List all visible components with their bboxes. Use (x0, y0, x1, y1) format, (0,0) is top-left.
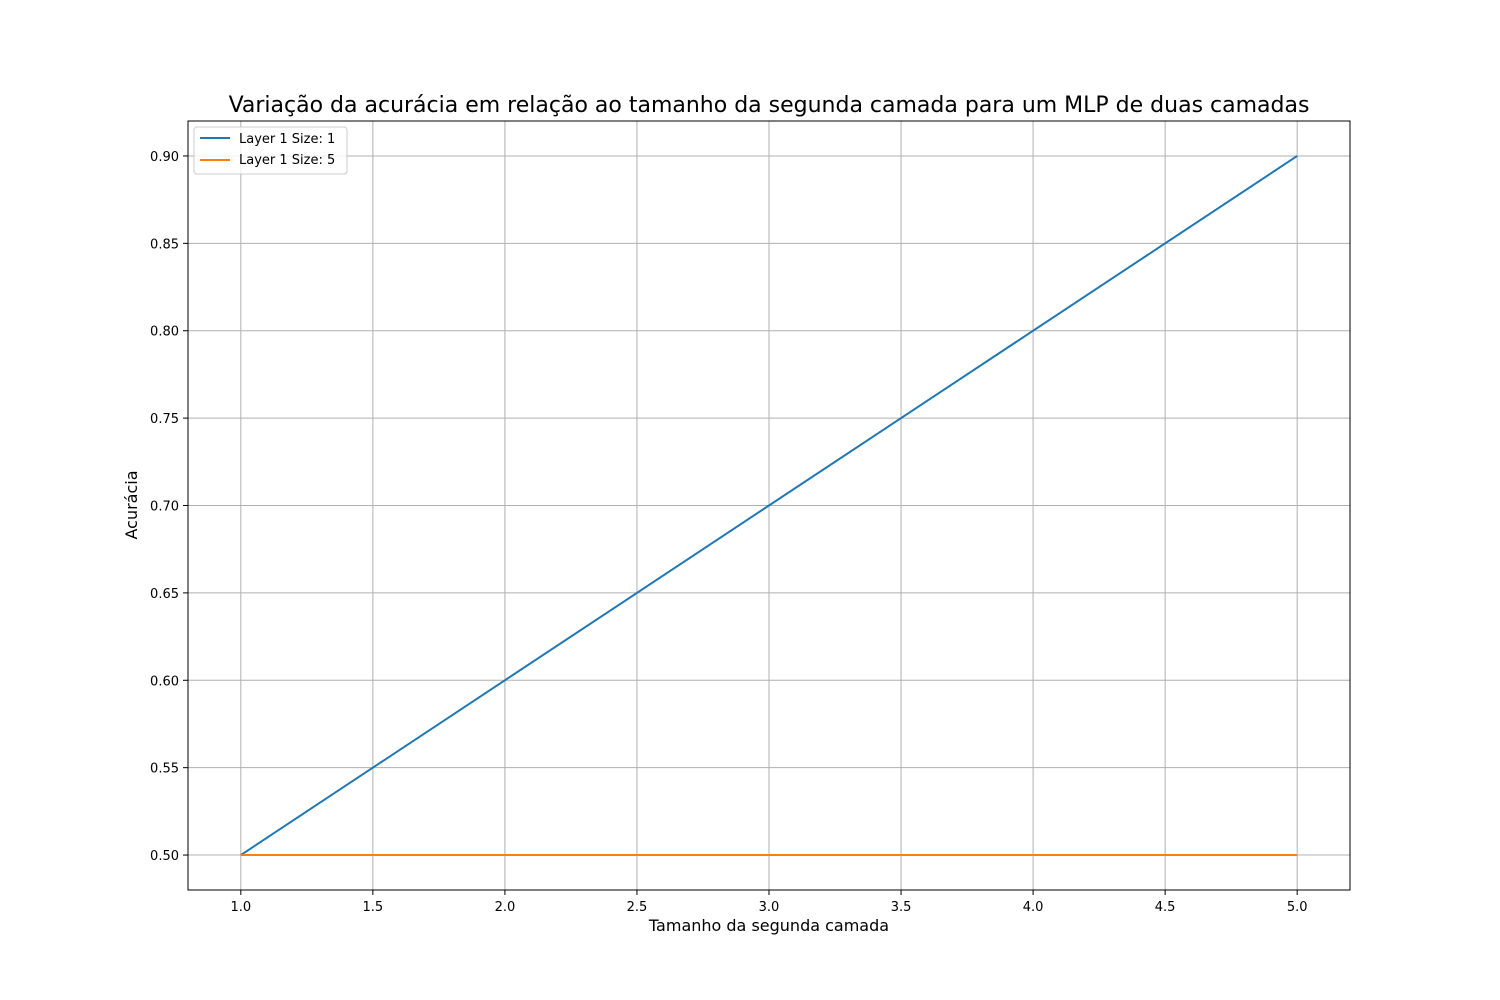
series-lines (240, 155, 1298, 857)
y-tick-label: 0.65 (150, 587, 179, 602)
y-tick-label: 0.55 (150, 762, 179, 777)
series-line-1 (240, 155, 1298, 856)
y-axis-label: Acurácia (122, 470, 141, 539)
chart-title: Variação da acurácia em relação ao taman… (229, 93, 1310, 118)
x-tick-label: 3.0 (759, 900, 780, 915)
y-tick-label: 0.70 (150, 500, 179, 515)
x-tick-label: 1.0 (230, 900, 251, 915)
x-tick-label: 4.0 (1023, 900, 1044, 915)
y-tick-label: 0.50 (150, 849, 179, 864)
x-axis-label: Tamanho da segunda camada (648, 916, 889, 935)
x-tick-label: 1.5 (363, 900, 384, 915)
legend: Layer 1 Size: 1 Layer 1 Size: 5 (193, 126, 348, 175)
legend-box (193, 126, 348, 175)
y-tick-label: 0.85 (150, 237, 179, 252)
x-tick-label: 5.0 (1287, 900, 1308, 915)
y-tick-label: 0.80 (150, 325, 179, 340)
y-axis-ticks: 0.50 0.55 0.60 0.65 0.70 0.75 0.80 0.85 0.90 (150, 150, 188, 864)
legend-label-layer1-size5: Layer 1 Size: 5 (239, 153, 335, 168)
y-tick-label: 0.60 (150, 674, 179, 689)
x-axis-ticks: 1.0 1.5 2.0 2.5 3.0 3.5 4.0 4.5 5.0 (230, 890, 1308, 915)
y-tick-label: 0.90 (150, 150, 179, 165)
legend-label-layer1-size1: Layer 1 Size: 1 (239, 132, 335, 147)
x-tick-label: 4.5 (1155, 900, 1176, 915)
x-tick-label: 2.0 (495, 900, 516, 915)
x-tick-label: 2.5 (627, 900, 648, 915)
x-tick-label: 3.5 (891, 900, 912, 915)
y-tick-label: 0.75 (150, 412, 179, 427)
